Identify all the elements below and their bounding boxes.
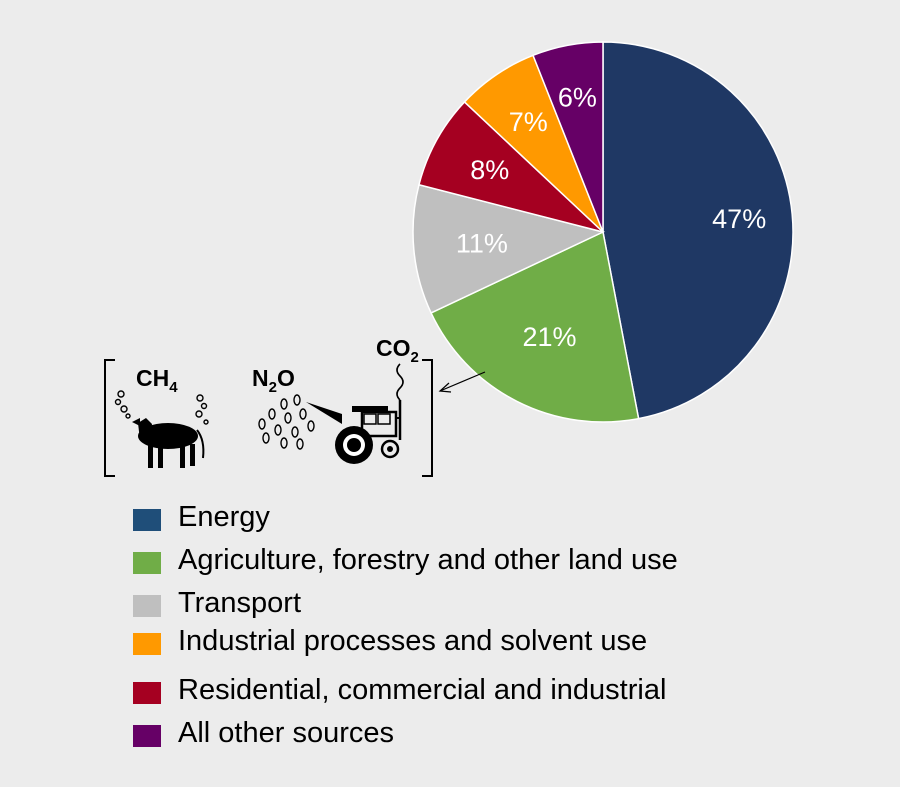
legend-swatch — [133, 509, 161, 531]
legend-swatch — [133, 725, 161, 747]
fertilizer-granules-icon — [258, 394, 315, 450]
cow-icon — [114, 390, 209, 468]
legend-swatch — [133, 595, 161, 617]
legend-swatch — [133, 633, 161, 655]
pie-chart — [412, 41, 794, 423]
right-bracket — [422, 359, 433, 477]
pie-slice-energy — [602, 41, 794, 420]
slice-value-label: 47% — [712, 204, 766, 234]
pie-slice-residential-commercial-and-industrial — [418, 100, 604, 233]
n2o-label: N2O — [252, 365, 295, 396]
pie-labels: 47% 21% 11% 8%7% 6% — [456, 83, 766, 352]
legend-label: Energy — [178, 501, 270, 533]
pie-slice-agriculture-forestry-and-other-land-use — [430, 230, 640, 423]
tractor-icon — [306, 363, 404, 464]
legend-label: Transport — [178, 587, 302, 619]
co2-label: CO2 — [376, 335, 419, 366]
slice-value-label: 6% — [558, 83, 597, 113]
pie-slice-transport — [412, 183, 606, 314]
legend-label: Residential, commercial and industrial — [178, 674, 667, 706]
slice-value-label: 7% — [509, 107, 548, 137]
slice-value-label: 8% — [470, 155, 509, 185]
slice-value-label: 11% — [456, 228, 508, 258]
legend-label: All other sources — [178, 717, 394, 749]
agriculture-callout-arrow — [438, 371, 486, 393]
agriculture-emissions-inset: CH4 N2O CO2 — [104, 335, 433, 477]
legend-label: Agriculture, forestry and other land use — [178, 544, 678, 576]
legend-swatch — [133, 682, 161, 704]
legend-label: Industrial processes and solvent use — [178, 625, 648, 657]
ch4-label: CH4 — [136, 365, 178, 396]
legend-swatch — [133, 552, 161, 574]
pie-slice-all-other-sources — [532, 41, 604, 233]
slice-value-label: 21% — [522, 322, 576, 352]
left-bracket — [104, 359, 115, 477]
